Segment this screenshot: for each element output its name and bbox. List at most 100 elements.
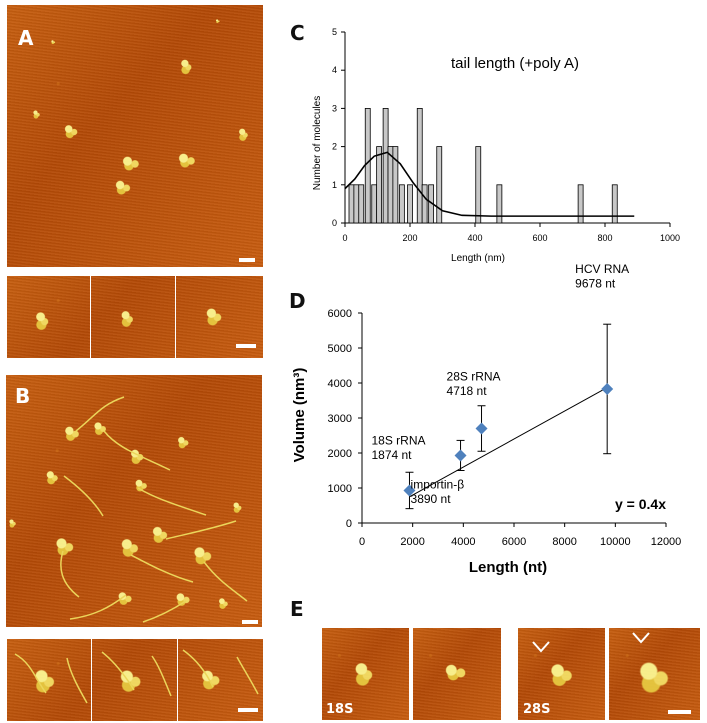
histogram-bar [398, 184, 405, 224]
histogram-bar [358, 184, 365, 224]
volume-y-tick-label: 0 [346, 518, 352, 530]
panel-b-main-afm-image [6, 375, 262, 627]
histogram-x-axis-label: Length (nm) [451, 253, 505, 264]
volume-x-axis-label: Length (nt) [469, 559, 547, 576]
arrowhead-icon [632, 632, 650, 644]
volume-point [601, 382, 614, 395]
volume-x-tick-label: 2000 [400, 536, 424, 548]
panel-e-molecule [438, 663, 476, 681]
histogram-x-tick-label: 800 [597, 233, 612, 243]
histogram-bar [392, 146, 399, 224]
histogram-bar [371, 184, 378, 224]
panel-b-molecule [8, 516, 18, 530]
panel-b-tails [60, 396, 248, 623]
panel-b-molecule [172, 590, 196, 608]
panel-label-e: E [290, 597, 304, 621]
volume-y-tick-label: 1000 [328, 483, 352, 495]
scale-bar [242, 620, 258, 624]
zoom-molecule [35, 304, 51, 336]
volume-point-label: 18S rRNA 1874 nt [371, 433, 425, 461]
volume-points: 18S rRNA 1874 nt importin-β 3890 nt 28S rRNA… [371, 262, 629, 510]
histogram-x-tick-label: 400 [467, 233, 482, 243]
panel-label-c: C [290, 21, 305, 45]
histogram-x-tick-label: 600 [532, 233, 547, 243]
panel-e-28s-image-2 [609, 628, 700, 720]
panel-label-d: D [289, 289, 306, 313]
panel-b-molecule [232, 498, 244, 516]
panel-b-molecule [175, 433, 193, 451]
panel-e-18s-image-1 [322, 628, 409, 720]
panel-b-molecule [51, 533, 81, 559]
strip-divider [177, 639, 178, 721]
histogram-bar [376, 146, 383, 224]
histogram-bar [421, 184, 428, 224]
panel-b-molecule [128, 444, 148, 468]
panel-e-28s-image-1 [518, 628, 605, 720]
histogram-bar [353, 184, 360, 224]
histogram-y-tick-label: 3 [332, 103, 337, 113]
volume-point [475, 422, 488, 435]
histogram-y-tick-label: 1 [332, 180, 337, 190]
volume-y-tick-label: 5000 [328, 343, 352, 355]
panel-b-molecule [149, 521, 173, 547]
panel-b-molecule [61, 422, 85, 444]
panel-e-molecule [353, 653, 377, 693]
panel-e-molecule [632, 652, 680, 700]
panel-a-zoom-strip [7, 276, 263, 358]
panel-a-molecule [238, 123, 250, 145]
volume-point-label: importin-β 3890 nt [411, 477, 465, 505]
histogram-bar [364, 108, 371, 224]
zoom-tails [14, 649, 259, 704]
panel-label-a: A [18, 26, 34, 50]
scale-bar [668, 710, 691, 714]
histogram-fit-curve [344, 151, 635, 217]
histogram-chart: 0 1 2 3 4 5 0 200 400 600 800 1000 tail length (+po… [312, 27, 680, 264]
histogram-y-axis-label: Number of molecules [312, 96, 323, 190]
volume-axes: 0 1000 2000 3000 4000 5000 6000 0 2000 4000 6000 80… [328, 308, 682, 548]
volume-point-label-line: 4718 nt [447, 384, 488, 398]
histogram-y-tick-label: 0 [332, 218, 337, 228]
histogram-y-tick-label: 4 [332, 65, 337, 75]
panel-b-molecule [114, 589, 138, 607]
histogram-bar [475, 146, 482, 224]
histogram-bar [436, 146, 443, 224]
histogram-bar [387, 146, 394, 224]
volume-y-axis-label: Volume (nm³) [291, 368, 308, 463]
histogram-title: tail length (+poly A) [451, 55, 579, 72]
scale-bar [239, 258, 255, 262]
volume-point-label-line: 3890 nt [411, 492, 452, 506]
volume-y-tick-label: 4000 [328, 378, 352, 390]
histogram-bar [348, 184, 355, 224]
zoom-molecule [115, 663, 149, 697]
panel-b-molecule [117, 533, 145, 561]
strip-divider [91, 639, 92, 721]
panel-a-main-afm-image [7, 5, 263, 267]
histogram-bar [496, 184, 503, 224]
panel-b-molecule [132, 476, 152, 494]
panel-e-18s-image-2 [413, 628, 501, 720]
volume-point-label-line: 18S rRNA [371, 433, 425, 447]
volume-fit-label: y = 0.4x [615, 496, 666, 512]
panel-a-molecule [61, 121, 83, 141]
panel-a-molecule [173, 151, 203, 169]
volume-y-tick-label: 3000 [328, 413, 352, 425]
histogram-x-tick-label: 1000 [660, 233, 680, 243]
panel-e-label-18s: 18S [326, 702, 354, 717]
volume-point-label: HCV RNA 9678 nt [575, 262, 629, 290]
zoom-molecule [120, 304, 136, 332]
zoom-molecule [203, 302, 227, 330]
panel-a-molecule [180, 53, 194, 79]
histogram-bars [348, 108, 618, 224]
volume-point [454, 449, 467, 462]
panel-b-zoom-strip [7, 639, 263, 721]
histogram-bar [407, 184, 413, 224]
volume-x-tick-label: 10000 [600, 536, 631, 548]
volume-point-label-line: importin-β [411, 477, 465, 491]
volume-point-label-line: 28S rRNA [447, 370, 501, 384]
arrowhead-icon [532, 641, 550, 653]
panel-label-b: B [15, 384, 31, 408]
panel-a-molecule [111, 177, 137, 197]
histogram-y-tick-label: 2 [332, 142, 337, 152]
panel-a-molecule [215, 18, 221, 24]
histogram-bar [577, 184, 584, 224]
